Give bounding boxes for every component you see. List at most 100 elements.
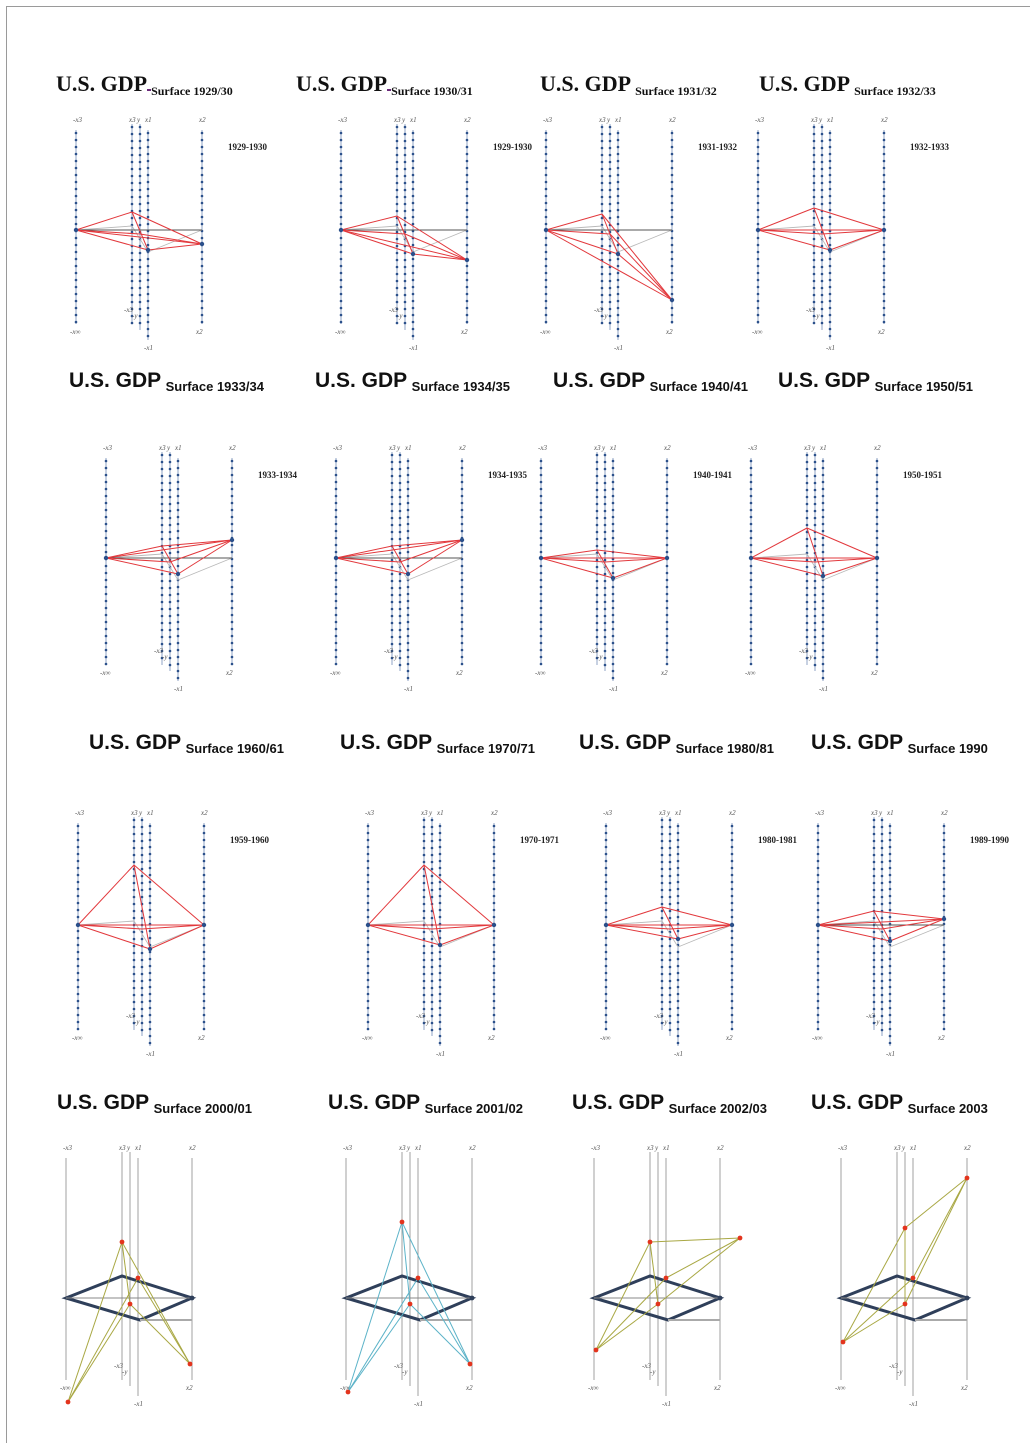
axis-label: x2	[716, 1144, 724, 1152]
axis-dot	[390, 495, 394, 499]
axis-dot	[230, 543, 234, 547]
axis-dot	[660, 972, 664, 976]
axis-dot	[600, 188, 604, 192]
axis-dot	[132, 993, 136, 997]
axis-label: x1	[134, 1144, 142, 1152]
axis-dot	[942, 978, 946, 982]
axis-dot	[805, 642, 809, 646]
axis-dot	[146, 173, 150, 177]
title-main: U.S. GDP	[811, 731, 904, 754]
surface-edge	[67, 1277, 139, 1403]
axis-dot	[942, 873, 946, 877]
axis-dot	[604, 1027, 608, 1031]
axis-dot	[816, 866, 820, 870]
axis-dot	[104, 634, 108, 638]
axis-dot	[676, 1020, 680, 1024]
axis-dot	[616, 131, 620, 135]
axis-dot	[756, 173, 760, 177]
axis-dot	[390, 635, 394, 639]
axis-dot	[676, 873, 680, 877]
axis-dot	[828, 138, 832, 142]
axis-dot	[176, 592, 180, 596]
axis-dot	[821, 522, 825, 526]
axis-dot	[730, 866, 734, 870]
axis-dot	[104, 487, 108, 491]
axis-label: -x3	[365, 809, 374, 817]
axis-dot	[138, 195, 142, 199]
axis-dot	[730, 971, 734, 975]
surface-edge	[396, 215, 468, 261]
axis-dot	[138, 258, 142, 262]
axis-dot	[676, 1034, 680, 1038]
axis-dot	[888, 1013, 892, 1017]
axis-label: -x3	[394, 1362, 403, 1370]
axis-label: y	[878, 809, 883, 817]
axis-dot	[756, 152, 760, 156]
axis-dot	[130, 160, 134, 164]
surface-edge	[545, 229, 611, 235]
title-sub: Surface 1960/61	[185, 741, 284, 756]
axis-dot	[130, 293, 134, 297]
axis-dot	[430, 1007, 434, 1011]
surface-point	[827, 247, 833, 253]
panel-title-11: U.S. GDP Surface 1980/81	[579, 731, 774, 756]
axis-dot	[756, 243, 760, 247]
axis-dot	[828, 334, 832, 338]
axis-dot	[168, 649, 172, 653]
axis-dot	[616, 285, 620, 289]
axis-dot	[600, 300, 604, 304]
axis-dot	[812, 258, 816, 262]
axis-dot	[942, 943, 946, 947]
axis-dot	[812, 251, 816, 255]
axis-dot	[816, 852, 820, 856]
axis-dot	[202, 838, 206, 842]
axis-label: x1	[409, 116, 417, 124]
axis-label: x2	[713, 1384, 721, 1392]
axis-dot	[660, 930, 664, 934]
surface-edge	[605, 924, 679, 940]
axis-dot	[430, 993, 434, 997]
axis-dot	[875, 634, 879, 638]
axis-dot	[888, 845, 892, 849]
axis-dot	[668, 902, 672, 906]
axis-dot	[398, 474, 402, 478]
axis-dot	[600, 195, 604, 199]
axis-dot	[403, 300, 407, 304]
axis-dot	[821, 494, 825, 498]
axis-dot	[665, 501, 669, 505]
axis-label: x2	[195, 328, 203, 336]
axis-dot	[146, 271, 150, 275]
axis-dot	[334, 473, 338, 477]
axis-dot	[942, 957, 946, 961]
axis-label: x1	[819, 444, 827, 452]
axis-dot	[872, 853, 876, 857]
axis-dot	[604, 999, 608, 1003]
axis-dot	[816, 929, 820, 933]
axis-dot	[604, 901, 608, 905]
axis-dot	[749, 592, 753, 596]
title-sub: Surface 1929/30	[151, 84, 233, 98]
axis-dot	[539, 487, 543, 491]
axis-dot	[595, 523, 599, 527]
axis-dot	[813, 495, 817, 499]
axis-dot	[668, 909, 672, 913]
axis-label: x3	[598, 116, 606, 124]
axis-dot	[942, 887, 946, 891]
axis-dot	[104, 655, 108, 659]
axis-dot	[74, 215, 78, 219]
surface-edge	[367, 864, 425, 926]
axis-dot	[756, 159, 760, 163]
axis-dot	[438, 866, 442, 870]
axis-dot	[168, 572, 172, 576]
axis-dot	[200, 306, 204, 310]
axis-dot	[544, 306, 548, 310]
axis-dot	[438, 985, 442, 989]
axis-dot	[132, 909, 136, 913]
axis-dot	[749, 501, 753, 505]
axis-dot	[200, 215, 204, 219]
axis-dot	[339, 145, 343, 149]
axis-dot	[812, 272, 816, 276]
axis-dot	[406, 641, 410, 645]
axis-dot	[816, 978, 820, 982]
axis-label: x1	[174, 444, 182, 452]
